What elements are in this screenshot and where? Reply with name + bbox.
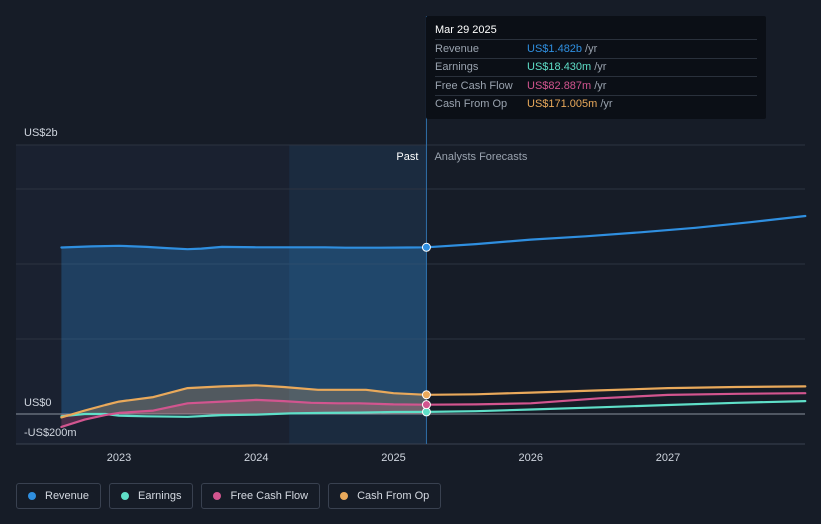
tooltip-row-unit: /yr: [585, 42, 598, 55]
revenue-area: [61, 245, 427, 414]
earnings-line: [60, 400, 807, 418]
tooltip-row-label: Free Cash Flow: [435, 79, 513, 92]
tooltip-row-label: Earnings: [435, 61, 479, 74]
legend-item-earnings[interactable]: Earnings: [109, 483, 194, 509]
revenue-marker: [421, 242, 431, 252]
forecast-label: Analysts Forecasts: [434, 151, 527, 163]
legend-item-free-cash-flow[interactable]: Free Cash Flow: [201, 483, 321, 509]
legend: Revenue Earnings Free Cash Flow Cash From O…: [16, 483, 442, 509]
legend-label: Cash From Op: [357, 490, 430, 502]
free-cash-flow-marker: [421, 400, 431, 410]
tooltip-row: Earnings US$18.430m/yr: [435, 57, 757, 77]
tooltip-row-label: Revenue: [435, 42, 480, 55]
past-label: Past: [396, 151, 418, 163]
legend-dot-icon: [213, 492, 222, 500]
y-label-zero: US$0: [24, 397, 52, 409]
revenue-line: [60, 214, 807, 251]
legend-item-cash-from-op[interactable]: Cash From Op: [328, 483, 442, 509]
x-tick-label: 2023: [107, 452, 131, 464]
x-tick-label: 2024: [244, 452, 268, 464]
legend-label: Revenue: [45, 490, 90, 502]
free-cash-flow-line: [60, 392, 807, 428]
tooltip-row-unit: /yr: [600, 98, 613, 111]
tooltip-date: Mar 29 2025: [435, 24, 497, 36]
x-tick-label: 2027: [656, 452, 680, 464]
tooltip-row-value: US$171.005m: [527, 98, 598, 111]
legend-label: Free Cash Flow: [230, 490, 309, 502]
legend-dot-icon: [28, 492, 36, 500]
tooltip-row: Cash From Op US$171.005m/yr: [435, 94, 757, 114]
y-label-top: US$2b: [24, 127, 58, 139]
legend-dot-icon: [121, 492, 130, 500]
tooltip-row-value: US$1.482b: [527, 42, 583, 55]
legend-label: Earnings: [138, 490, 182, 502]
free-cash-flow-area: [61, 399, 427, 427]
x-tick-label: 2026: [519, 452, 543, 464]
tooltip-row-unit: /yr: [594, 61, 607, 74]
tooltip: Mar 29 2025 Revenue US$1.482b/yr Earnings U…: [426, 16, 766, 119]
tooltip-row-value: US$82.887m: [527, 79, 592, 92]
cash-from-op-marker: [421, 390, 431, 400]
y-label-bottom: -US$200m: [24, 427, 77, 439]
tooltip-row: Revenue US$1.482b/yr: [435, 39, 757, 58]
legend-item-revenue[interactable]: Revenue: [16, 483, 102, 509]
tooltip-row-value: US$18.430m: [527, 61, 592, 74]
tooltip-row-label: Cash From Op: [435, 98, 508, 111]
tooltip-row: Free Cash Flow US$82.887m/yr: [435, 76, 757, 95]
tooltip-row-unit: /yr: [594, 79, 607, 92]
cash-from-op-line: [60, 384, 807, 419]
legend-dot-icon: [340, 492, 349, 500]
x-tick-label: 2025: [381, 452, 405, 464]
